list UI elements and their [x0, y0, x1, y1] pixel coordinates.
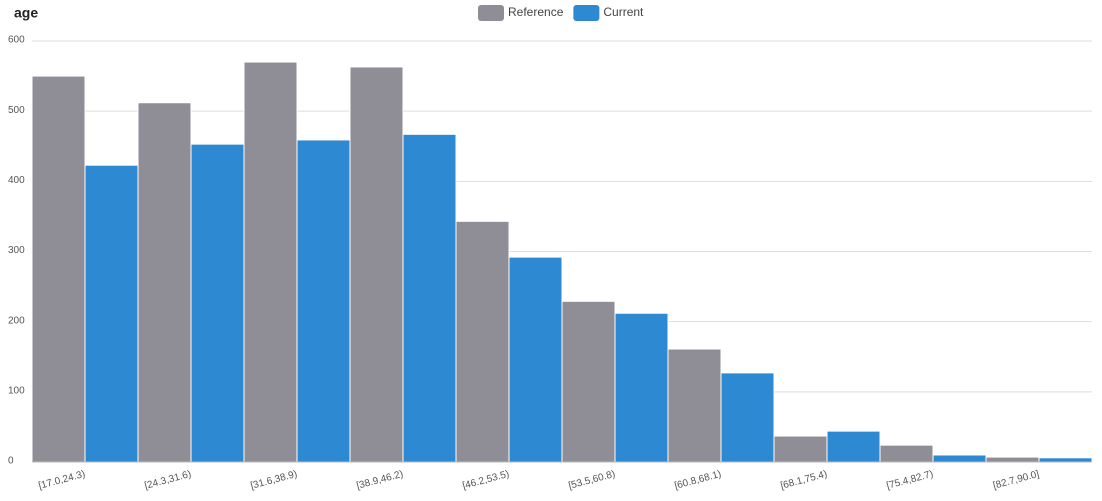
x-tick-label: [31.6,38.9)	[249, 469, 298, 492]
bar	[826, 430, 881, 463]
x-tick-label: [38.9,46.2)	[355, 469, 404, 492]
y-tick-label: 0	[8, 456, 14, 467]
y-tick-label: 500	[8, 105, 25, 116]
y-tick-label: 400	[8, 175, 25, 186]
y-tick-label: 100	[8, 385, 25, 396]
x-tick-label: [60.8,68.1)	[673, 469, 722, 492]
x-tick-label: [53.5,60.8)	[567, 469, 616, 492]
legend-label: Reference	[508, 5, 564, 19]
bar	[720, 372, 775, 463]
bar	[614, 312, 669, 463]
bar	[455, 220, 510, 463]
legend-swatch	[478, 5, 504, 21]
y-tick-label: 300	[8, 245, 25, 256]
y-tick-label: 200	[8, 315, 25, 326]
bar	[985, 456, 1040, 463]
y-tick-label: 600	[8, 35, 25, 46]
bar	[402, 133, 457, 463]
bar	[31, 75, 86, 463]
x-tick-label: [24.3,31.6)	[143, 469, 192, 492]
legend-label: Current	[603, 5, 644, 19]
legend-swatch	[573, 5, 600, 21]
bar	[243, 61, 298, 463]
bar	[773, 435, 828, 463]
x-tick-label: [46.2,53.5)	[461, 469, 510, 492]
bar	[1038, 457, 1093, 463]
x-tick-label: [75.4,82.7)	[885, 469, 934, 492]
legend: Reference Current	[478, 5, 644, 21]
bar	[349, 66, 404, 463]
bar	[508, 256, 563, 463]
bar	[879, 444, 934, 463]
bar	[84, 164, 139, 463]
chart-title: age	[14, 5, 38, 21]
bar	[190, 143, 245, 463]
bar	[296, 139, 351, 463]
bar	[932, 454, 987, 463]
x-tick-label: [82.7,90.0]	[992, 469, 1041, 492]
bar	[561, 300, 616, 463]
bar	[667, 348, 722, 463]
x-tick-label: [17.0,24.3)	[37, 469, 86, 492]
x-tick-label: [68.1,75.4)	[779, 469, 828, 492]
bar	[137, 102, 192, 463]
